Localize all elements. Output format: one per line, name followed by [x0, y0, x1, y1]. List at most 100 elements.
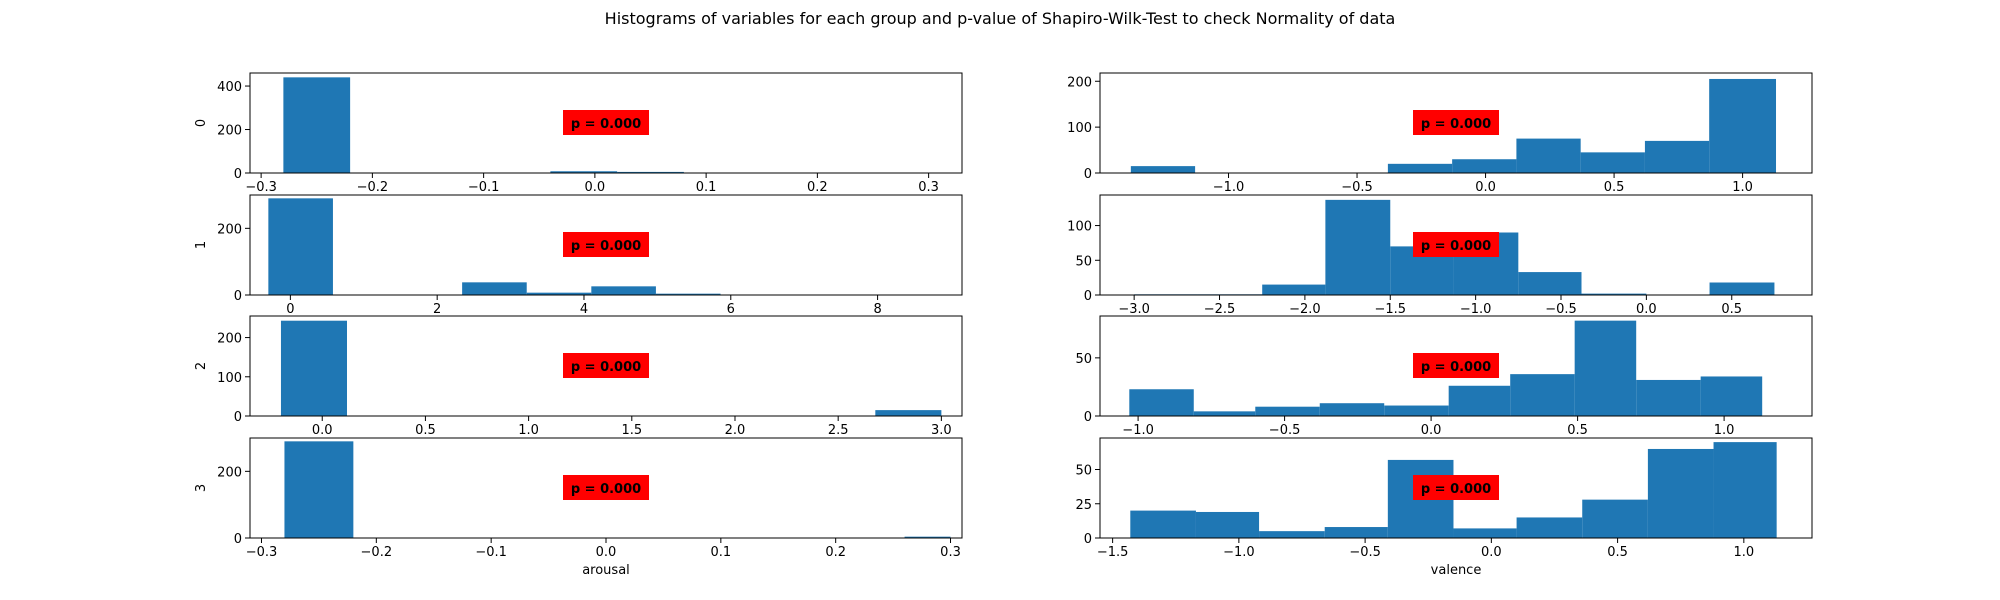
histogram-bar: [1516, 517, 1583, 538]
x-tick-label: 0.5: [1567, 423, 1588, 438]
y-tick-label: 25: [1075, 498, 1092, 513]
x-tick-label: −1.0: [1460, 302, 1492, 317]
histogram-bar: [1636, 379, 1701, 416]
x-tick-label: 0.2: [807, 180, 828, 195]
histogram-bar: [1195, 511, 1260, 538]
x-tick-label: −1.0: [1122, 423, 1154, 438]
axes-frame: [249, 72, 963, 174]
x-tick-label: 0.5: [1607, 545, 1628, 560]
x-tick-label: 0.0: [1421, 423, 1442, 438]
x-tick-label: −0.3: [245, 180, 277, 195]
p-value-box: [563, 353, 649, 378]
histogram-bar: [1130, 510, 1196, 538]
p-value-annotation: p = 0.000: [1421, 117, 1491, 132]
x-tick-label: −2.5: [1204, 302, 1236, 317]
histogram-bar: [1580, 152, 1645, 173]
histogram-bar: [1325, 199, 1391, 295]
x-tick-label: −0.1: [475, 545, 507, 560]
x-tick-label: 1.0: [1732, 180, 1753, 195]
subplot-left-group-1: 0 2 4 6 8 0 200 1 p = 0.000: [194, 194, 963, 317]
histogram-bar: [1709, 78, 1777, 173]
x-tick-label: −0.5: [1341, 180, 1373, 195]
y-tick-label: 100: [1067, 121, 1092, 136]
histogram-bar: [617, 171, 684, 173]
x-tick-label: 0.5: [1721, 302, 1742, 317]
x-tick-label: 0.0: [585, 180, 606, 195]
p-value-box: [563, 232, 649, 257]
histogram-bar: [1448, 385, 1511, 416]
p-value-annotation: p = 0.000: [571, 117, 641, 132]
histogram-bar: [1255, 406, 1320, 416]
y-tick-label: 200: [217, 124, 242, 139]
x-tick-label: −1.0: [1213, 180, 1245, 195]
subplot-right-group-3: −1.5 −1.0 −0.5 0.0 0.5 1.0 0 25 50 valence p = 0.0…: [1075, 437, 1813, 578]
x-tick-label: 0.5: [1604, 180, 1625, 195]
y-tick-label: 0: [1084, 289, 1092, 304]
p-value-annotation: p = 0.000: [571, 360, 641, 375]
histogram-bar: [1510, 374, 1575, 416]
y-axis-label: 3: [194, 484, 209, 492]
x-tick-label: −0.5: [1269, 423, 1301, 438]
histogram-bar: [1262, 284, 1326, 295]
x-tick-label: 0.5: [415, 423, 436, 438]
y-tick-label: 200: [217, 222, 242, 237]
axes-frame: [1099, 72, 1813, 174]
subplot-right-group-2: −1.0 −0.5 0.0 0.5 1.0 0 50 p = 0.000: [1075, 315, 1813, 438]
histogram-bar: [1129, 389, 1194, 416]
y-tick-label: 0: [234, 289, 242, 304]
x-tick-label: −0.3: [246, 545, 278, 560]
x-tick-label: −0.5: [1545, 302, 1577, 317]
axes-frame: [1099, 437, 1813, 539]
histogram-bar: [1516, 138, 1581, 173]
x-tick-label: 1.0: [1714, 423, 1735, 438]
subplot-left-group-3: −0.3 −0.2 −0.1 0.0 0.1 0.2 0.3 0 200 3 arousal p = …: [194, 437, 963, 578]
y-tick-label: 50: [1075, 352, 1092, 367]
histogram-bar: [1574, 320, 1637, 416]
y-tick-label: 200: [1067, 75, 1092, 90]
axes-frame: [249, 194, 963, 296]
y-tick-label: 200: [217, 332, 242, 347]
p-value-box: [1413, 475, 1499, 500]
subplot-right-group-1: −3.0 −2.5 −2.0 −1.5 −1.0 −0.5 0.0 0.5 0 50 100 p = …: [1067, 194, 1813, 317]
histogram-bar: [1387, 163, 1453, 173]
histogram-bar: [1453, 528, 1517, 538]
p-value-box: [563, 110, 649, 135]
axes-frame: [1099, 315, 1813, 417]
x-tick-label: −1.5: [1097, 545, 1129, 560]
x-tick-label: 0.0: [312, 423, 333, 438]
histogram-bar: [268, 198, 333, 295]
y-tick-label: 0: [234, 167, 242, 182]
x-tick-label: 1.0: [1733, 545, 1754, 560]
x-tick-label: 0.0: [1636, 302, 1657, 317]
histogram-bar: [904, 536, 951, 538]
p-value-box: [1413, 110, 1499, 135]
y-tick-label: 0: [1084, 167, 1092, 182]
p-value-annotation: p = 0.000: [1421, 239, 1491, 254]
x-axis-label: valence: [1431, 563, 1482, 578]
subplot-right-group-0: −1.0 −0.5 0.0 0.5 1.0 0 100 200 p = 0.000: [1067, 72, 1813, 195]
x-tick-label: 1.0: [518, 423, 539, 438]
x-tick-label: 4: [580, 302, 588, 317]
histogram-bar: [1130, 166, 1196, 173]
histogram-bar: [1193, 411, 1256, 416]
histogram-bar: [655, 293, 721, 295]
x-tick-label: 0: [286, 302, 294, 317]
y-tick-label: 0: [1084, 410, 1092, 425]
x-tick-label: 6: [727, 302, 735, 317]
x-tick-label: 0.0: [596, 545, 617, 560]
y-axis-label: 2: [194, 362, 209, 370]
histogram-bar: [1581, 293, 1647, 295]
x-tick-label: 1.5: [621, 423, 642, 438]
histogram-bar: [1319, 403, 1385, 416]
x-tick-label: −2.0: [1289, 302, 1321, 317]
x-tick-label: 0.3: [940, 545, 961, 560]
histogram-bar: [1582, 499, 1648, 538]
p-value-annotation: p = 0.000: [571, 482, 641, 497]
histogram-bar: [280, 320, 347, 416]
y-tick-label: 200: [217, 465, 242, 480]
p-value-box: [1413, 353, 1499, 378]
y-tick-label: 0: [1084, 532, 1092, 547]
x-tick-label: −0.2: [361, 545, 393, 560]
histogram-bar: [462, 282, 527, 295]
subplot-left-group-2: 0.0 0.5 1.0 1.5 2.0 2.5 3.0 0 100 200 2 p = 0.000: [194, 315, 963, 438]
